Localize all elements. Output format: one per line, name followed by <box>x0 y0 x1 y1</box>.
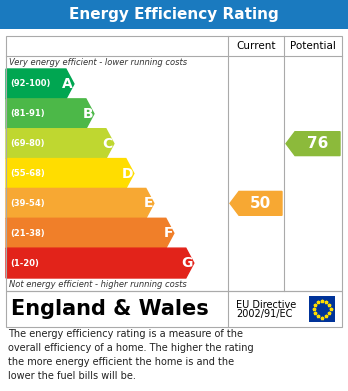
Text: F: F <box>163 226 173 240</box>
Text: (1-20): (1-20) <box>10 258 39 267</box>
Text: 76: 76 <box>307 136 328 151</box>
Text: (21-38): (21-38) <box>10 229 45 238</box>
Text: (81-91): (81-91) <box>10 109 45 118</box>
Polygon shape <box>230 192 282 215</box>
Bar <box>309 296 335 322</box>
Text: (92-100): (92-100) <box>10 79 50 88</box>
Bar <box>6 291 342 327</box>
Bar <box>6 36 342 291</box>
Text: Not energy efficient - higher running costs: Not energy efficient - higher running co… <box>9 280 187 289</box>
Text: C: C <box>103 136 113 151</box>
Text: A: A <box>62 77 73 91</box>
Polygon shape <box>6 248 194 278</box>
Text: (55-68): (55-68) <box>10 169 45 178</box>
Text: B: B <box>82 107 93 121</box>
Polygon shape <box>6 99 94 129</box>
Text: 2002/91/EC: 2002/91/EC <box>236 309 292 319</box>
Text: The energy efficiency rating is a measure of the
overall efficiency of a home. T: The energy efficiency rating is a measur… <box>8 329 254 381</box>
Text: E: E <box>143 196 153 210</box>
Text: D: D <box>121 167 133 181</box>
Polygon shape <box>6 218 174 248</box>
Polygon shape <box>6 129 114 159</box>
Polygon shape <box>286 132 340 156</box>
Text: (69-80): (69-80) <box>10 139 45 148</box>
Text: G: G <box>181 256 193 270</box>
Text: EU Directive: EU Directive <box>236 300 296 310</box>
Text: Potential: Potential <box>290 41 336 51</box>
Text: Very energy efficient - lower running costs: Very energy efficient - lower running co… <box>9 58 187 67</box>
Bar <box>0 0 348 29</box>
Polygon shape <box>6 69 74 99</box>
Text: (39-54): (39-54) <box>10 199 45 208</box>
Text: 50: 50 <box>250 196 271 211</box>
Text: Current: Current <box>236 41 276 51</box>
Text: England & Wales: England & Wales <box>11 299 209 319</box>
Text: Energy Efficiency Rating: Energy Efficiency Rating <box>69 7 279 22</box>
Polygon shape <box>6 188 154 218</box>
Polygon shape <box>6 159 134 188</box>
